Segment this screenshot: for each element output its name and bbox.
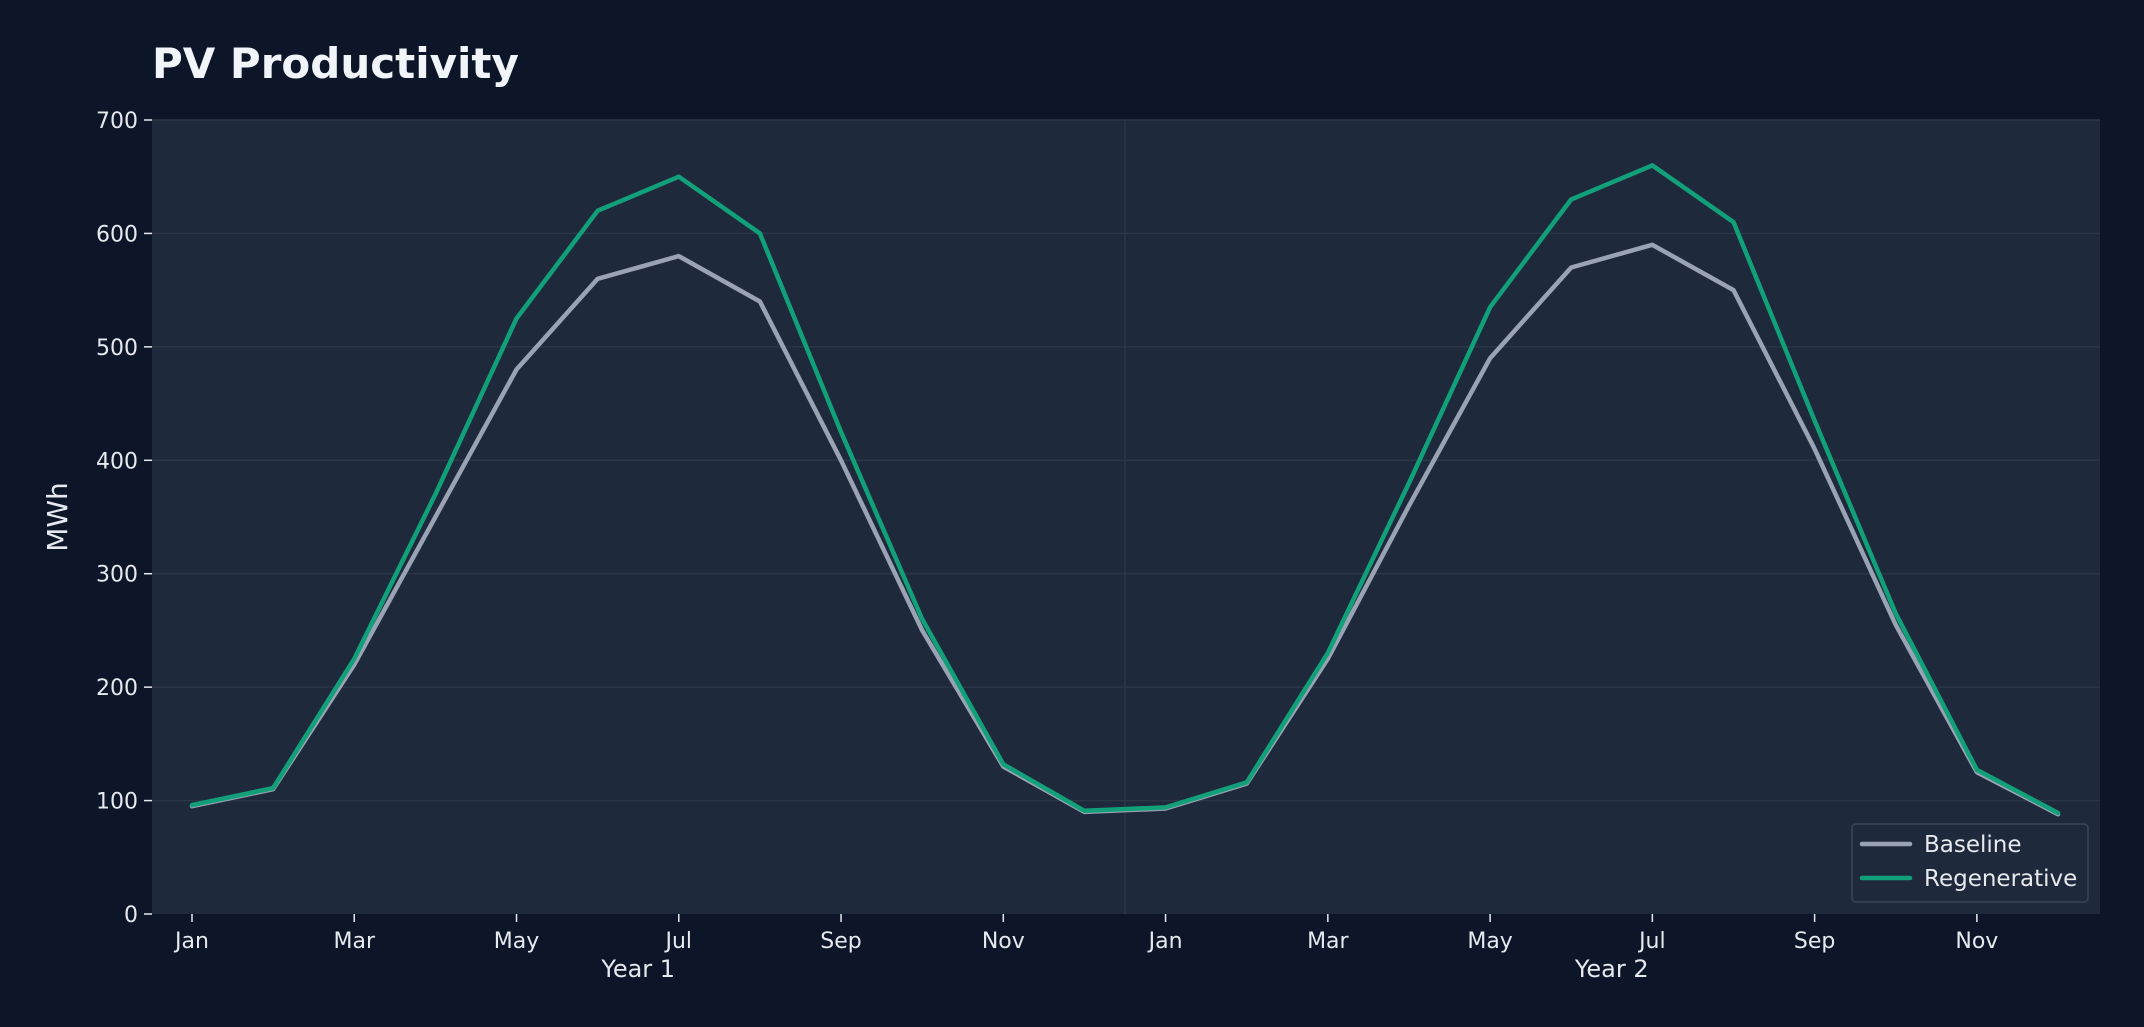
y-axis-ticks: 0 100 200 300 400 500 600 700 (96, 109, 152, 928)
x-tick-label: Sep (1794, 929, 1835, 954)
group-label: Year 2 (1574, 955, 1649, 983)
x-tick-label: Jan (1147, 929, 1183, 954)
gridlines (152, 119, 2100, 802)
x-tick-label: Jul (1637, 929, 1666, 954)
x-tick-label: Jan (173, 929, 209, 954)
x-tick-label: Sep (820, 929, 861, 954)
y-tick-label: 400 (96, 449, 138, 474)
y-tick-label: 300 (96, 563, 138, 588)
y-tick-label: 100 (96, 790, 138, 815)
x-tick-label: May (1467, 929, 1512, 954)
series-line-regenerative (189, 163, 2061, 816)
legend: Baseline Regenerative (1851, 823, 2089, 903)
plot-area (152, 120, 2100, 914)
series-lines (189, 163, 2061, 817)
x-tick-label: Mar (334, 929, 376, 954)
y-tick-label: 600 (96, 222, 138, 247)
legend-label-baseline: Baseline (1924, 832, 2022, 858)
y-tick-label: 0 (124, 903, 138, 928)
y-tick-label: 200 (96, 676, 138, 701)
x-tick-label: Jul (664, 929, 693, 954)
x-tick-label: May (494, 929, 539, 954)
y-tick-label: 500 (96, 336, 138, 361)
x-tick-label: Nov (982, 929, 1025, 954)
y-axis-label: MWh (41, 482, 74, 552)
legend-label-regenerative: Regenerative (1924, 866, 2077, 892)
x-axis-ticks: Jan Mar May Jul Sep Nov Jan Mar May Jul Sep Nov (173, 914, 1998, 954)
chart-title: PV Productivity (152, 39, 519, 88)
group-label: Year 1 (600, 955, 675, 983)
x-tick-label: Mar (1307, 929, 1349, 954)
x-axis-groups: Year 1 Year 2 (600, 955, 1648, 983)
y-tick-label: 700 (96, 109, 138, 134)
x-tick-label: Nov (1955, 929, 1998, 954)
